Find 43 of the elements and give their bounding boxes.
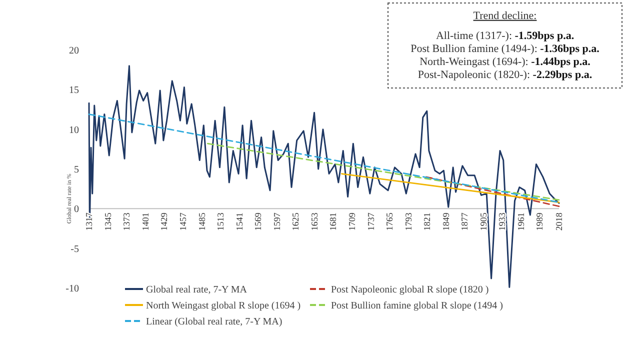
x-tick-label: 1373 [122,212,132,231]
legend-label: Linear (Global real rate, 7-Y MA) [146,316,282,328]
x-tick-label: 1989 [534,212,545,231]
text: All-time (1317-): -1.59bps p.a. [436,30,574,42]
y-tick-label: 20 [69,46,79,56]
x-tick-label: 2018 [554,212,564,231]
x-tick-label: 1821 [422,212,432,231]
legend-label: Post Bullion famine global R slope (1494 ) [331,300,503,312]
x-tick-label: 1625 [290,212,301,231]
x-tick-label: 1905 [478,212,488,231]
y-tick-label: -5 [70,244,79,255]
text: Trend decline: [473,10,537,22]
y-tick-label: 15 [69,85,79,96]
x-tick-label: 1597 [272,212,282,231]
annotation: North-Weingast (1694-): -1.44bps p.a. [420,56,591,68]
annotation: Post-Napoleonic (1820-): -2.29bps p.a. [418,68,592,81]
x-tick-label: 1681 [328,212,338,231]
annotation: Post Bullion famine (1494-): -1.36bps p.a. [410,42,600,55]
y-tick-label: 10 [69,124,79,136]
x-tick-label: 1653 [309,212,320,231]
x-tick-label: 1961 [516,212,526,231]
x-tick-label: 1457 [178,212,188,231]
x-tick-label: 1569 [253,212,264,231]
x-tick-label: 1737 [366,212,376,231]
x-tick-label: 1541 [234,212,244,231]
y-tick-label: 5 [74,164,79,176]
x-tick-label: 1765 [384,212,395,231]
x-tick-label: 1513 [216,212,226,231]
y-tick-label: 0 [74,204,79,216]
y-tick-label: -10 [66,284,79,294]
x-tick-label: 1793 [403,212,414,231]
x-tick-label: 1933 [497,212,508,231]
x-tick-label: 1429 [159,212,170,231]
x-tick-label: 1317 [84,212,94,231]
x-tick-label: 1401 [140,212,150,231]
x-tick-label: 1877 [460,212,470,231]
legend-label: Global real rate, 7-Y MA [146,284,248,296]
legend-label: North Weingast global R slope (1694 ) [146,300,301,312]
x-tick-label: 1709 [346,212,357,231]
x-tick-label: 1485 [196,212,207,231]
legend-label: Post Napoleonic global R slope (1820 ) [331,284,489,296]
x-tick-label: 1849 [440,212,451,231]
x-tick-label: 1345 [102,212,113,231]
